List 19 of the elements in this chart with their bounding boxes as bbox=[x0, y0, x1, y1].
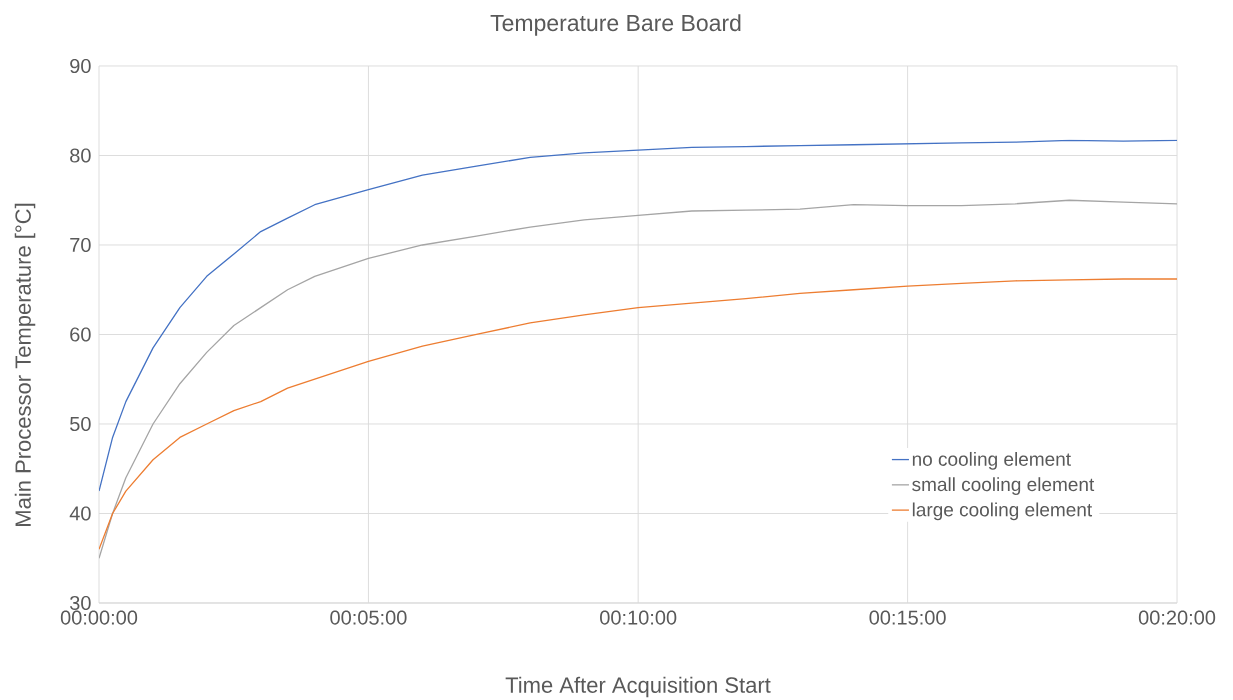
y-tick-label: 90 bbox=[70, 58, 91, 74]
x-axis-title: Time After Acquisition Start bbox=[505, 676, 771, 698]
y-tick-label: 70 bbox=[70, 237, 91, 253]
x-tick-label: 00:20:00 bbox=[1138, 610, 1216, 625]
y-tick-label: 30 bbox=[70, 595, 91, 611]
chart-title: Temperature Bare Board bbox=[490, 14, 741, 36]
x-tick-label: 00:05:00 bbox=[330, 610, 407, 625]
y-tick-label: 40 bbox=[69, 506, 91, 521]
legend-label: large cooling element bbox=[912, 502, 1093, 521]
y-axis-title: Main Processor Temperature [°C] bbox=[14, 203, 36, 526]
y-tick-label: 50 bbox=[70, 416, 91, 432]
x-tick-label: 00:10:00 bbox=[600, 610, 677, 625]
legend-label: small cooling element bbox=[912, 477, 1095, 495]
y-tick-label: 60 bbox=[70, 327, 91, 342]
x-tick-label: 00:00:00 bbox=[60, 610, 138, 625]
legend-label: no cooling element bbox=[912, 451, 1071, 470]
y-tick-label: 80 bbox=[70, 148, 91, 163]
x-tick-label: 00:15:00 bbox=[869, 610, 946, 625]
line-series bbox=[99, 278, 1178, 550]
